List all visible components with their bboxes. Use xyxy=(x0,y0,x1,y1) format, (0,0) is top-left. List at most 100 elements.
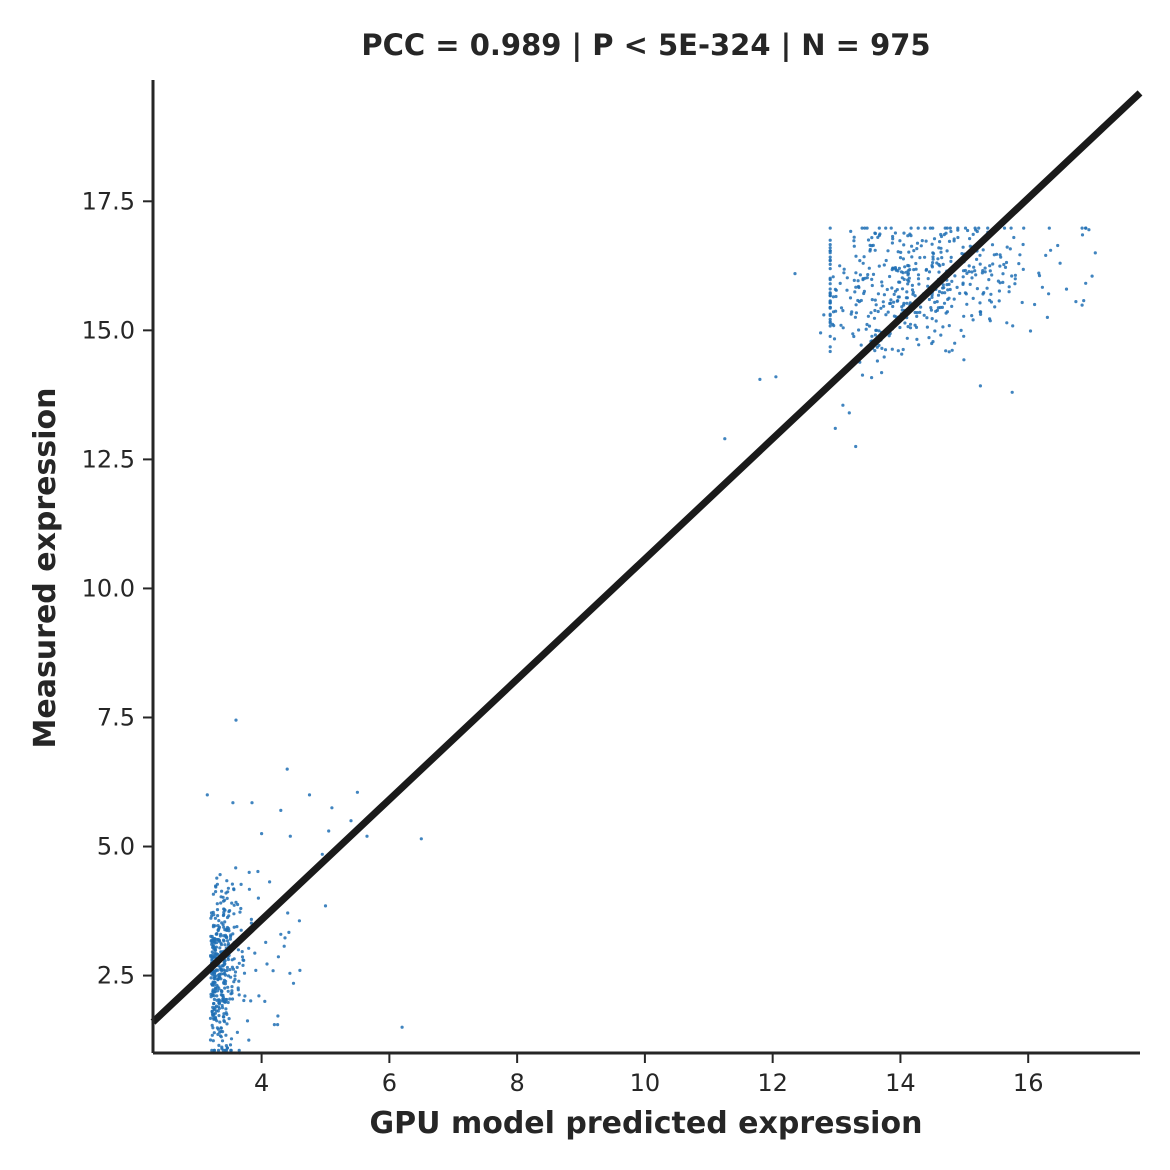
scatter-point xyxy=(239,882,243,887)
scatter-point xyxy=(291,981,296,985)
scatter-point xyxy=(852,244,856,248)
scatter-point xyxy=(282,944,286,948)
scatter-point xyxy=(931,251,935,255)
scatter-point xyxy=(870,298,874,302)
scatter-point xyxy=(870,283,874,288)
scatter-point xyxy=(242,958,246,963)
scatter-point xyxy=(927,297,932,302)
scatter-point xyxy=(243,994,247,998)
scatter-point xyxy=(920,239,924,243)
scatter-point xyxy=(256,869,260,874)
scatter-point xyxy=(268,880,272,884)
scatter-point xyxy=(247,870,251,875)
scatter-point xyxy=(860,373,865,377)
scatter-point xyxy=(873,308,877,313)
scatter-point xyxy=(857,328,861,332)
scatter-point xyxy=(232,957,236,961)
scatter-point xyxy=(981,292,985,296)
scatter-point xyxy=(909,226,913,230)
scatter-point xyxy=(828,324,832,328)
scatter-point xyxy=(845,288,849,292)
scatter-point xyxy=(993,305,997,309)
scatter-point xyxy=(832,337,837,341)
scatter-point xyxy=(900,352,904,356)
scatter-point xyxy=(218,873,222,877)
scatter-point xyxy=(893,231,898,235)
scatter-point xyxy=(873,231,878,236)
scatter-point xyxy=(236,986,240,990)
scatter-point xyxy=(225,925,230,930)
scatter-point xyxy=(225,997,229,1002)
scatter-point xyxy=(919,305,923,309)
scatter-point xyxy=(276,1023,280,1027)
scatter-point xyxy=(917,282,921,286)
scatter-point xyxy=(828,262,832,266)
scatter-point xyxy=(1056,243,1060,248)
scatter-point xyxy=(852,239,856,243)
scatter-point xyxy=(215,941,219,945)
scatter-point xyxy=(906,282,910,286)
scatter-point xyxy=(967,264,971,268)
scatter-point xyxy=(863,226,867,230)
reference-line xyxy=(150,90,1143,1025)
y-tick-label: 2.5 xyxy=(97,962,135,990)
scatter-point xyxy=(869,311,873,315)
scatter-point xyxy=(906,325,910,329)
scatter-point xyxy=(914,267,918,271)
scatter-point xyxy=(929,308,934,312)
scatter-point xyxy=(948,287,952,292)
scatter-point xyxy=(935,261,939,265)
scatter-point xyxy=(975,229,979,234)
scatter-point xyxy=(256,896,260,900)
scatter-point xyxy=(879,306,883,310)
scatter-point xyxy=(215,1019,219,1023)
scatter-point xyxy=(216,914,220,918)
x-tick-label: 14 xyxy=(885,1069,916,1097)
scatter-point xyxy=(856,284,861,289)
scatter-point xyxy=(230,989,234,993)
scatter-point xyxy=(232,888,236,892)
scatter-point xyxy=(970,314,974,318)
scatter-point xyxy=(219,895,223,899)
y-axis-label: Measured expression xyxy=(28,388,63,749)
scatter-point xyxy=(211,1026,215,1030)
scatter-point xyxy=(882,355,886,359)
scatter-point xyxy=(972,265,976,269)
scatter-point xyxy=(215,998,219,1003)
scatter-point xyxy=(1003,265,1008,269)
scatter-point xyxy=(931,226,935,230)
scatter-point xyxy=(962,314,966,318)
scatter-point xyxy=(1013,273,1018,277)
scatter-point xyxy=(1037,274,1042,278)
scatter-point xyxy=(992,253,996,257)
scatter-point xyxy=(989,292,993,296)
scatter-point xyxy=(961,269,966,273)
y-tick-label: 7.5 xyxy=(97,703,135,731)
scatter-point xyxy=(861,277,865,281)
scatter-point xyxy=(233,977,237,982)
scatter-point xyxy=(828,317,832,321)
scatter-point xyxy=(223,1048,227,1052)
scatter-point xyxy=(914,261,918,266)
scatter-point xyxy=(212,1016,216,1020)
scatter-point xyxy=(854,311,859,315)
scatter-point xyxy=(1007,290,1011,294)
scatter-point xyxy=(847,411,851,415)
scatter-point xyxy=(224,1007,228,1011)
scatter-point xyxy=(210,1023,214,1027)
scatter-point xyxy=(922,313,926,317)
scatter-point xyxy=(217,1014,221,1018)
scatter-point xyxy=(214,1004,218,1008)
scatter-point xyxy=(893,289,898,293)
scatter-point xyxy=(208,1016,213,1021)
scatter-point xyxy=(833,426,837,430)
scatter-point xyxy=(279,932,283,936)
scatter-point xyxy=(219,901,223,905)
scatter-point xyxy=(978,262,982,266)
scatter-point xyxy=(910,283,915,287)
scatter-point xyxy=(1018,253,1022,257)
scatter-point xyxy=(880,280,884,284)
scatter-point xyxy=(235,925,239,929)
scatter-point xyxy=(834,294,838,299)
scatter-point xyxy=(943,226,947,230)
